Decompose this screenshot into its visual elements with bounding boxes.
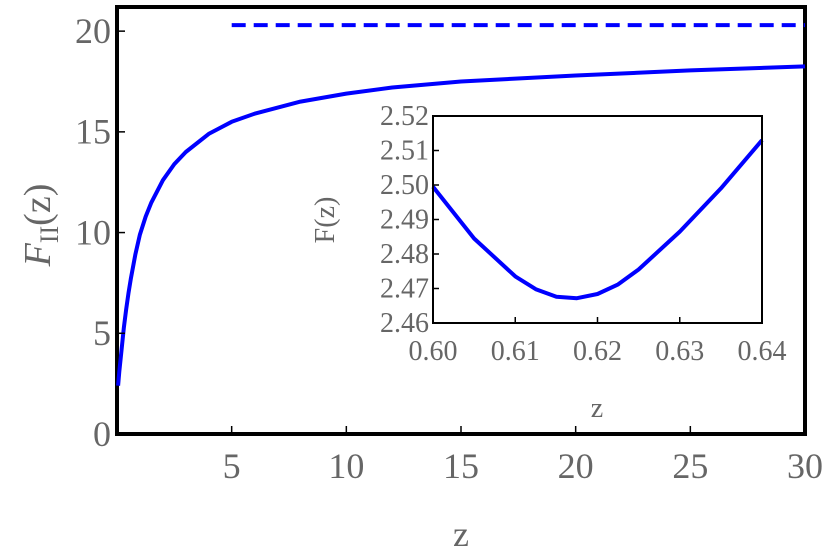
inset-x-tick-label: 0.63 — [655, 336, 704, 367]
inset-y-tick-label: 2.49 — [380, 205, 429, 236]
inset-plot-background — [433, 116, 762, 323]
inset-y-tick-label: 2.46 — [380, 308, 429, 339]
inset-y-tick-label: 2.52 — [380, 101, 429, 132]
main-y-tick-label: 0 — [93, 414, 111, 454]
y-axis-label: FII(z) — [17, 184, 64, 268]
x-axis-label: z — [453, 514, 469, 554]
main-y-tick-label: 5 — [93, 313, 111, 353]
inset-ticks-group: 0.60 0.61 0.62 0.63 0.64 2.462.47 2.482.49 2.50… — [380, 101, 787, 367]
main-x-tick-label: 5 — [223, 446, 241, 486]
main-series-curve — [116, 64, 806, 386]
main-y-tick-label: 15 — [75, 112, 111, 152]
inset-y-tick-label: 2.48 — [380, 239, 429, 270]
main-x-tick-label: 15 — [443, 446, 479, 486]
main-x-tick-label: 10 — [328, 446, 364, 486]
inset-series-curve — [431, 138, 764, 301]
inset-x-tick-label: 0.64 — [738, 336, 787, 367]
main-x-tick-label: 25 — [672, 446, 708, 486]
main-plot: 5 10 15 20 25 30 0 5 10 15 20 z FII(z) — [17, 5, 823, 554]
main-x-tick-label: 20 — [558, 446, 594, 486]
inset-plot: 0.60 0.61 0.62 0.63 0.64 2.462.47 2.482.49 2.50… — [310, 101, 787, 424]
inset-y-tick-label: 2.51 — [380, 136, 429, 167]
main-series-group — [116, 23, 806, 386]
main-ticks-group: 5 10 15 20 25 30 0 5 10 15 20 — [75, 11, 823, 486]
inset-series-group — [431, 138, 764, 301]
main-x-tick-label: 30 — [787, 446, 823, 486]
inset-x-tick-label: 0.60 — [409, 336, 458, 367]
inset-y-axis-label: F(z) — [310, 197, 341, 244]
inset-x-tick-label: 0.62 — [573, 336, 622, 367]
inset-x-axis-label: z — [591, 393, 603, 424]
inset-y-tick-label: 2.47 — [380, 274, 429, 305]
main-y-tick-label: 20 — [75, 11, 111, 51]
inset-y-tick-label: 2.50 — [380, 170, 429, 201]
main-y-tick-label: 10 — [75, 212, 111, 252]
inset-x-tick-label: 0.61 — [491, 336, 540, 367]
